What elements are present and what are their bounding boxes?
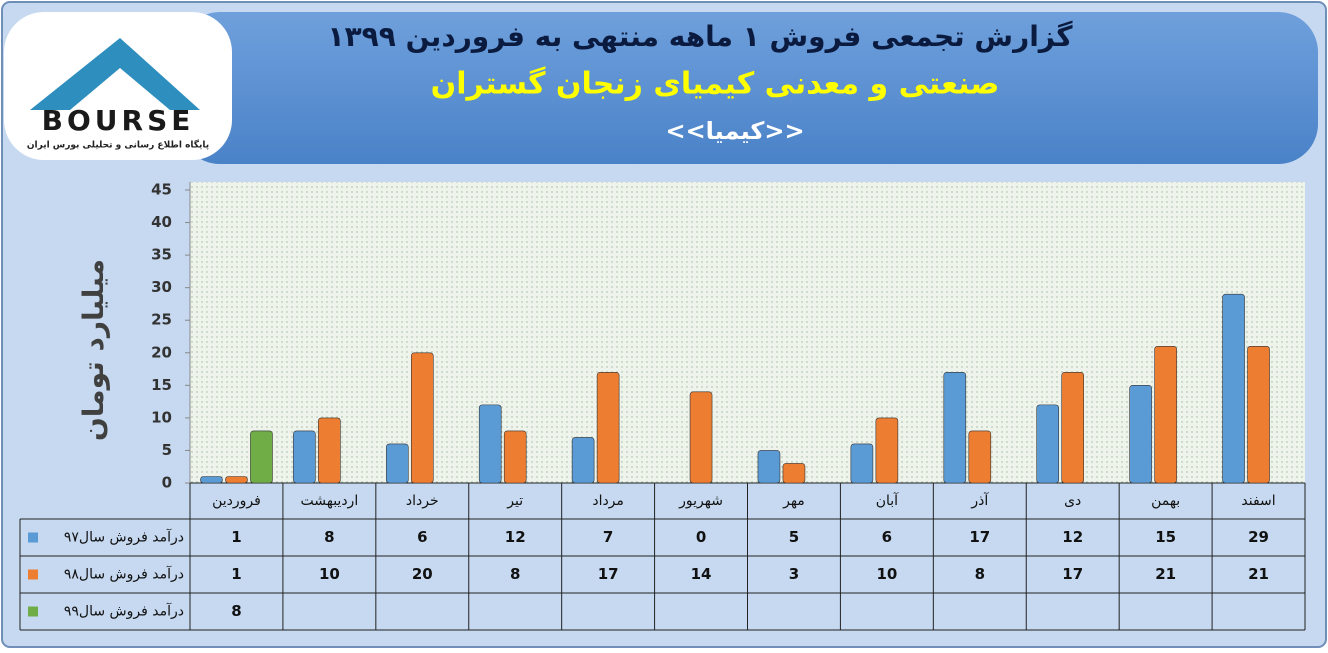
x-tick-label: دی	[1064, 493, 1081, 509]
y-tick-label: 25	[151, 311, 172, 329]
chart-title: گزارش تجمعی فروش ۱ ماهه منتهی به فروردین…	[328, 20, 1074, 53]
data-cell: 20	[412, 565, 433, 583]
data-cell: 0	[696, 528, 706, 546]
bar	[1036, 404, 1060, 484]
logo-bg	[4, 12, 232, 160]
legend-swatch	[28, 569, 38, 580]
logo-tagline: پایگاه اطلاع رسانی و تحلیلی بورس ایران	[27, 139, 209, 151]
bar	[293, 430, 316, 484]
data-cell: 7	[603, 528, 613, 546]
x-tick-label: شهریور	[678, 493, 723, 509]
data-cell: 8	[975, 565, 985, 583]
x-tick-label: آذر	[970, 492, 989, 509]
data-cell: 10	[319, 565, 340, 583]
data-cell: 12	[505, 528, 526, 546]
legend-label: درآمد فروش سال۹۹	[64, 603, 184, 620]
bar	[200, 476, 223, 484]
data-cell: 17	[598, 565, 619, 583]
legend-swatch	[28, 532, 38, 543]
data-cell: 12	[1062, 528, 1083, 546]
bar	[410, 352, 434, 484]
x-tick-label: اردیبهشت	[301, 493, 359, 509]
legend-label: درآمد فروش سال۹۸	[64, 566, 184, 583]
data-cell: 10	[876, 565, 897, 583]
data-cell: 17	[1062, 565, 1083, 583]
data-cell: 5	[789, 528, 799, 546]
bar	[1129, 385, 1152, 484]
y-tick-label: 35	[151, 246, 172, 264]
y-tick-label: 30	[151, 278, 172, 296]
bar	[782, 463, 806, 484]
bar	[503, 430, 527, 484]
data-cell: 14	[691, 565, 712, 583]
x-tick-label: مهر	[782, 493, 805, 509]
x-tick-label: فروردین	[212, 493, 261, 509]
data-cell: 21	[1248, 565, 1269, 583]
bar	[596, 372, 620, 484]
x-tick-label: خرداد	[406, 493, 439, 509]
y-tick-label: 45	[151, 181, 172, 199]
x-tick-label: آبان	[876, 492, 899, 509]
plot-area	[190, 182, 1305, 483]
data-cell: 8	[231, 602, 241, 620]
y-tick-label: 10	[151, 408, 172, 426]
data-cell: 15	[1155, 528, 1176, 546]
y-tick-label: 15	[151, 376, 172, 394]
bar	[1222, 293, 1245, 484]
bar	[250, 430, 273, 484]
x-tick-label: مرداد	[592, 493, 624, 509]
header-panel	[180, 12, 1318, 164]
y-tick-label: 20	[151, 343, 172, 361]
bar	[757, 450, 781, 484]
bar	[225, 476, 248, 484]
y-tick-label: 5	[162, 441, 172, 459]
bar	[318, 417, 341, 484]
bar	[1247, 345, 1270, 484]
legend-swatch	[28, 606, 38, 617]
y-tick-label: 0	[162, 474, 172, 492]
x-tick-label: اسفند	[1241, 493, 1275, 509]
logo-shape	[30, 38, 200, 110]
bar	[850, 443, 874, 484]
bar	[689, 391, 713, 484]
y-axis-label: میلیارد تومان	[77, 259, 110, 441]
data-cell: 6	[882, 528, 892, 546]
bar	[875, 417, 899, 484]
data-cell: 21	[1155, 565, 1176, 583]
legend-label: درآمد فروش سال۹۷	[64, 529, 184, 546]
y-tick-label: 40	[151, 213, 172, 231]
logo-name: BOURSE	[42, 104, 195, 137]
data-cell: 29	[1248, 528, 1269, 546]
bar	[385, 443, 409, 484]
bar	[943, 372, 967, 484]
bar	[478, 404, 502, 484]
data-cell: 1	[231, 528, 241, 546]
data-cell: 1	[231, 565, 241, 583]
data-cell: 8	[510, 565, 520, 583]
bar	[571, 437, 595, 484]
bar	[1061, 372, 1085, 484]
data-cell: 17	[969, 528, 990, 546]
x-tick-label: بهمن	[1151, 493, 1180, 509]
logo: BOURSE پایگاه اطلاع رسانی و تحلیلی بورس …	[4, 12, 232, 160]
bar	[968, 430, 992, 484]
bar	[1154, 345, 1177, 484]
data-cell: 6	[417, 528, 427, 546]
data-cell: 3	[789, 565, 799, 583]
x-tick-label: تیر	[506, 493, 523, 509]
chart-subtitle: صنعتی و معدنی کیمیای زنجان گستران	[431, 66, 1000, 102]
symbol: <<کیمیا>>	[665, 117, 804, 145]
data-cell: 8	[324, 528, 334, 546]
